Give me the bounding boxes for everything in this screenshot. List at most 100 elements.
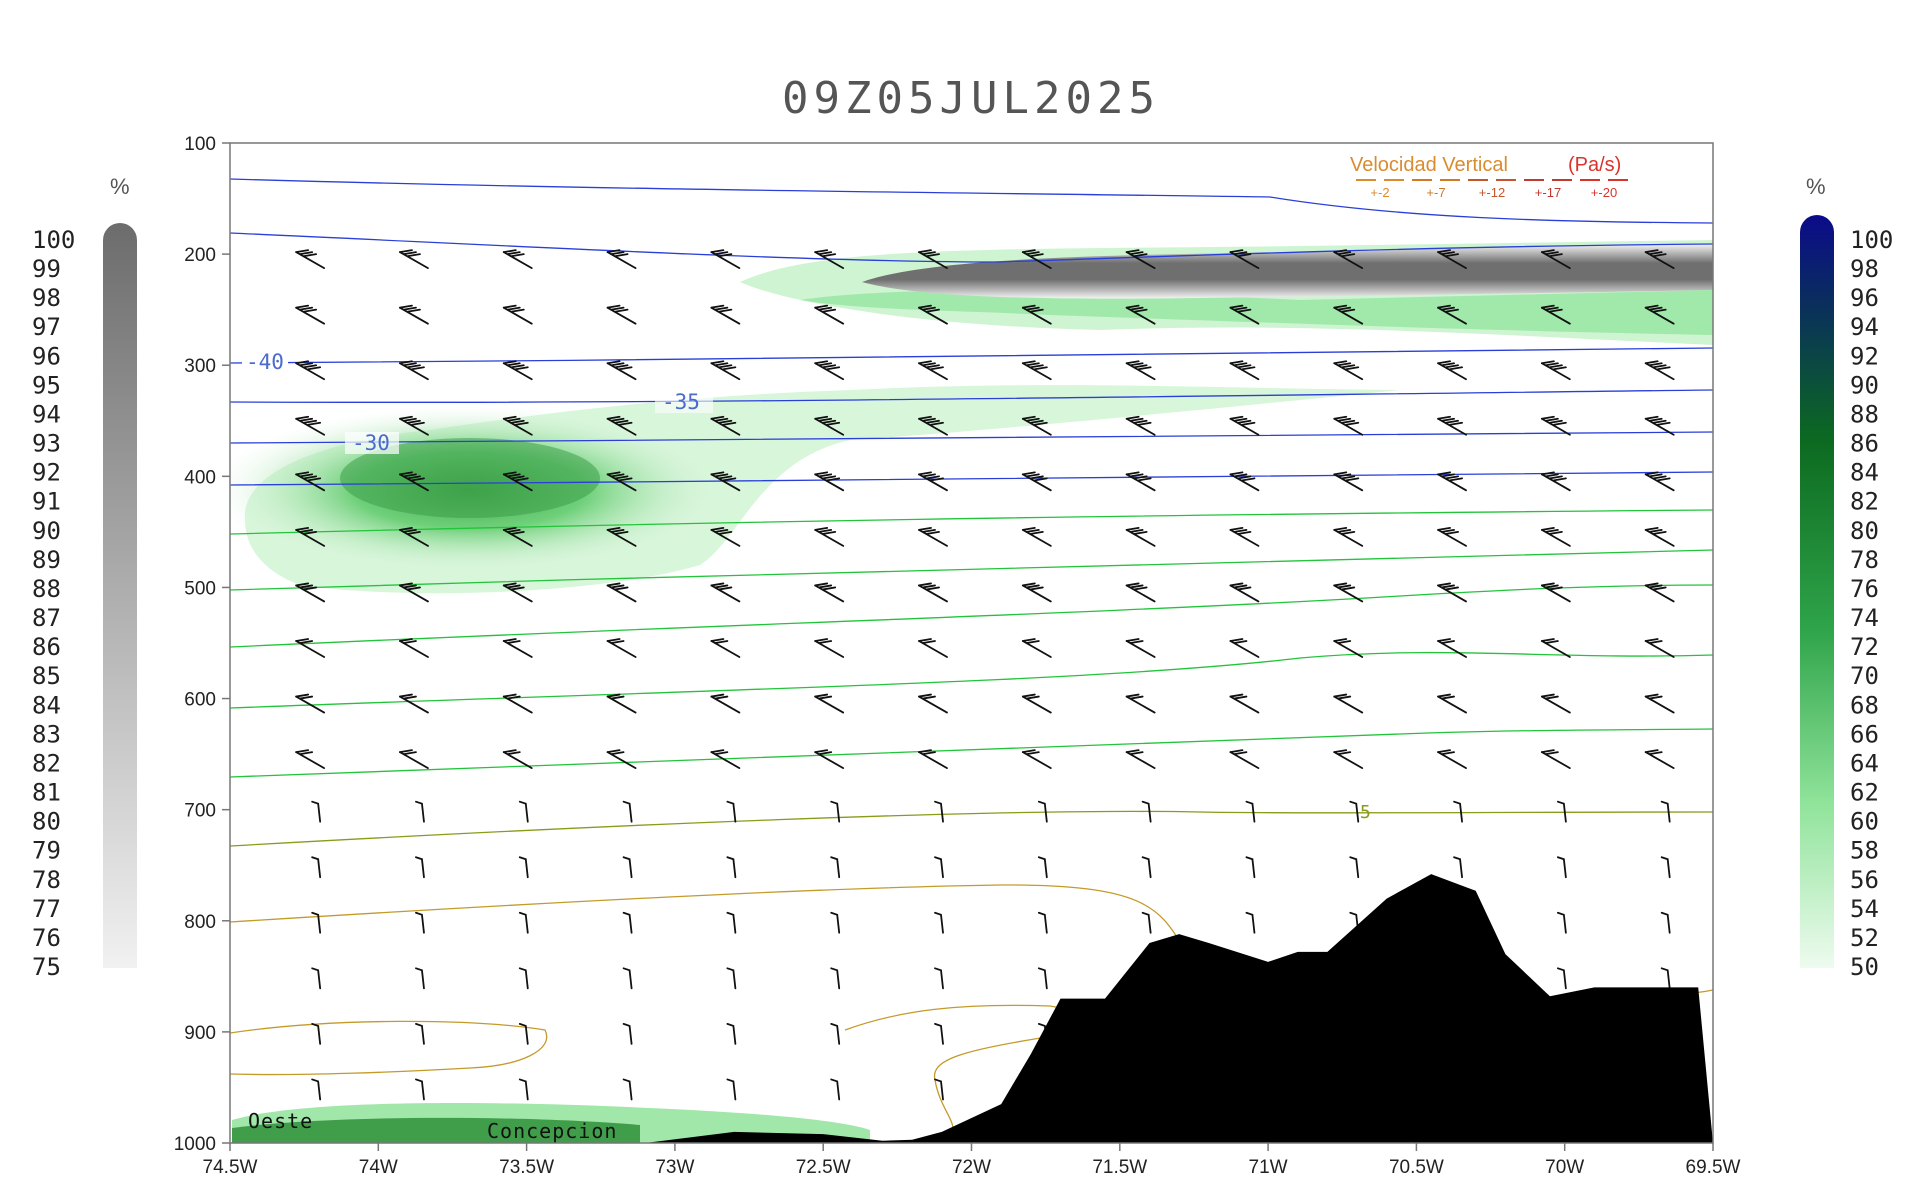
wind-barb bbox=[710, 526, 741, 547]
colorbar-label: 100 bbox=[32, 226, 75, 254]
colorbar-label: 92 bbox=[32, 459, 61, 487]
wind-barb bbox=[502, 415, 533, 436]
wind-barb bbox=[1141, 856, 1152, 879]
wind-barb bbox=[622, 1022, 633, 1045]
colorbar-label: 95 bbox=[32, 371, 61, 399]
colorbar-label: 91 bbox=[32, 488, 61, 516]
wind-barb bbox=[1644, 471, 1675, 492]
wind-barb bbox=[1644, 360, 1675, 381]
colorbar-label: 83 bbox=[32, 720, 61, 748]
place-label-oeste: Oeste bbox=[248, 1109, 313, 1133]
wind-barb bbox=[1437, 638, 1467, 658]
colorbar-label: 81 bbox=[32, 779, 61, 807]
colorbar-label: 64 bbox=[1850, 749, 1879, 777]
wind-barb bbox=[622, 911, 633, 934]
wind-barb bbox=[1333, 693, 1364, 714]
wind-barb bbox=[1556, 911, 1567, 934]
wind-barb bbox=[918, 749, 948, 770]
wind-barb bbox=[726, 800, 737, 823]
chart-title: 09Z05JUL2025 bbox=[782, 73, 1160, 124]
wind-barb bbox=[1556, 800, 1567, 823]
contour-label-minus30: -30 bbox=[352, 431, 390, 455]
wind-barb bbox=[830, 800, 841, 823]
wind-barb bbox=[814, 582, 845, 603]
wind-barb bbox=[295, 415, 326, 436]
wind-barb bbox=[1540, 304, 1571, 325]
colorbar-label: 94 bbox=[1850, 313, 1879, 341]
wind-barb bbox=[1021, 749, 1052, 770]
colorbar-label: 72 bbox=[1850, 633, 1879, 661]
wind-barb bbox=[1229, 526, 1260, 547]
wind-barbs bbox=[295, 249, 1675, 1101]
wind-barb bbox=[1437, 693, 1467, 714]
wind-barb bbox=[1540, 582, 1571, 603]
colorbar-label: 50 bbox=[1850, 953, 1879, 981]
wind-barb bbox=[1245, 856, 1256, 879]
wind-barb bbox=[1021, 249, 1052, 270]
wind-barb bbox=[399, 749, 429, 770]
wind-barb bbox=[502, 749, 533, 770]
wind-barb bbox=[918, 249, 948, 270]
wind-barb bbox=[415, 1022, 425, 1045]
wind-barb bbox=[1229, 582, 1260, 603]
wind-barb bbox=[1644, 693, 1675, 714]
wind-barb bbox=[934, 1022, 944, 1045]
wind-barb bbox=[726, 911, 737, 934]
right-colorbar-bar bbox=[1800, 215, 1834, 968]
colorbar-label: 89 bbox=[32, 546, 61, 574]
wind-barb bbox=[606, 693, 637, 714]
colorbar-label: 92 bbox=[1850, 342, 1879, 370]
wind-barb bbox=[1540, 249, 1571, 270]
colorbar-label: 90 bbox=[32, 517, 61, 545]
wind-barb bbox=[606, 415, 637, 436]
wind-barb bbox=[1453, 856, 1463, 879]
right-colorbar-unit: % bbox=[1806, 174, 1826, 199]
wind-barb bbox=[830, 967, 841, 990]
wind-barb bbox=[295, 360, 326, 381]
wind-barb bbox=[622, 1078, 633, 1101]
left-colorbar: % 10099989796959493929190898887868584838… bbox=[32, 174, 137, 981]
wind-barb bbox=[295, 249, 326, 270]
wind-barb bbox=[518, 856, 529, 879]
wind-barb bbox=[311, 856, 322, 879]
wind-barb bbox=[399, 693, 429, 714]
vv-legend-value: +-2 bbox=[1370, 185, 1389, 200]
wind-barb bbox=[622, 800, 633, 823]
wind-barb bbox=[710, 582, 741, 603]
colorbar-label: 80 bbox=[32, 808, 61, 836]
temperature-contours-cold bbox=[230, 178, 1713, 486]
wind-barb bbox=[1644, 304, 1675, 325]
x-tick-label: 73W bbox=[655, 1157, 694, 1178]
wind-barb bbox=[1349, 800, 1360, 823]
wind-barb bbox=[726, 856, 737, 879]
wind-barb bbox=[502, 582, 533, 603]
wind-barb bbox=[295, 693, 326, 714]
wind-barb bbox=[606, 360, 637, 381]
wind-barb bbox=[1540, 360, 1571, 381]
cloud-fraction-band bbox=[862, 244, 1713, 299]
colorbar-label: 58 bbox=[1850, 837, 1879, 865]
wind-barb bbox=[311, 800, 322, 823]
vv-legend-value: +-12 bbox=[1479, 185, 1505, 200]
wind-barb bbox=[814, 415, 845, 436]
colorbar-label: 82 bbox=[32, 749, 61, 777]
wind-barb bbox=[830, 911, 841, 934]
colorbar-label: 70 bbox=[1850, 662, 1879, 690]
y-tick-label: 900 bbox=[184, 1023, 216, 1044]
y-axis: 100 200 300 400 500 600 700 800 900 1000 bbox=[174, 134, 230, 1155]
x-tick-label: 70.5W bbox=[1389, 1157, 1444, 1178]
colorbar-label: 87 bbox=[32, 604, 61, 632]
wind-barb bbox=[918, 582, 948, 603]
wind-barb bbox=[606, 249, 637, 270]
wind-barb bbox=[830, 1022, 841, 1045]
wind-barb bbox=[726, 967, 737, 990]
wind-barb bbox=[710, 471, 741, 492]
y-tick-label: 400 bbox=[184, 467, 216, 488]
colorbar-label: 84 bbox=[1850, 459, 1879, 487]
wind-barb bbox=[399, 249, 429, 270]
wind-barb bbox=[415, 1078, 425, 1101]
colorbar-label: 84 bbox=[32, 691, 61, 719]
wind-barb bbox=[1037, 967, 1048, 990]
vv-legend-title: Velocidad Vertical bbox=[1350, 154, 1508, 176]
